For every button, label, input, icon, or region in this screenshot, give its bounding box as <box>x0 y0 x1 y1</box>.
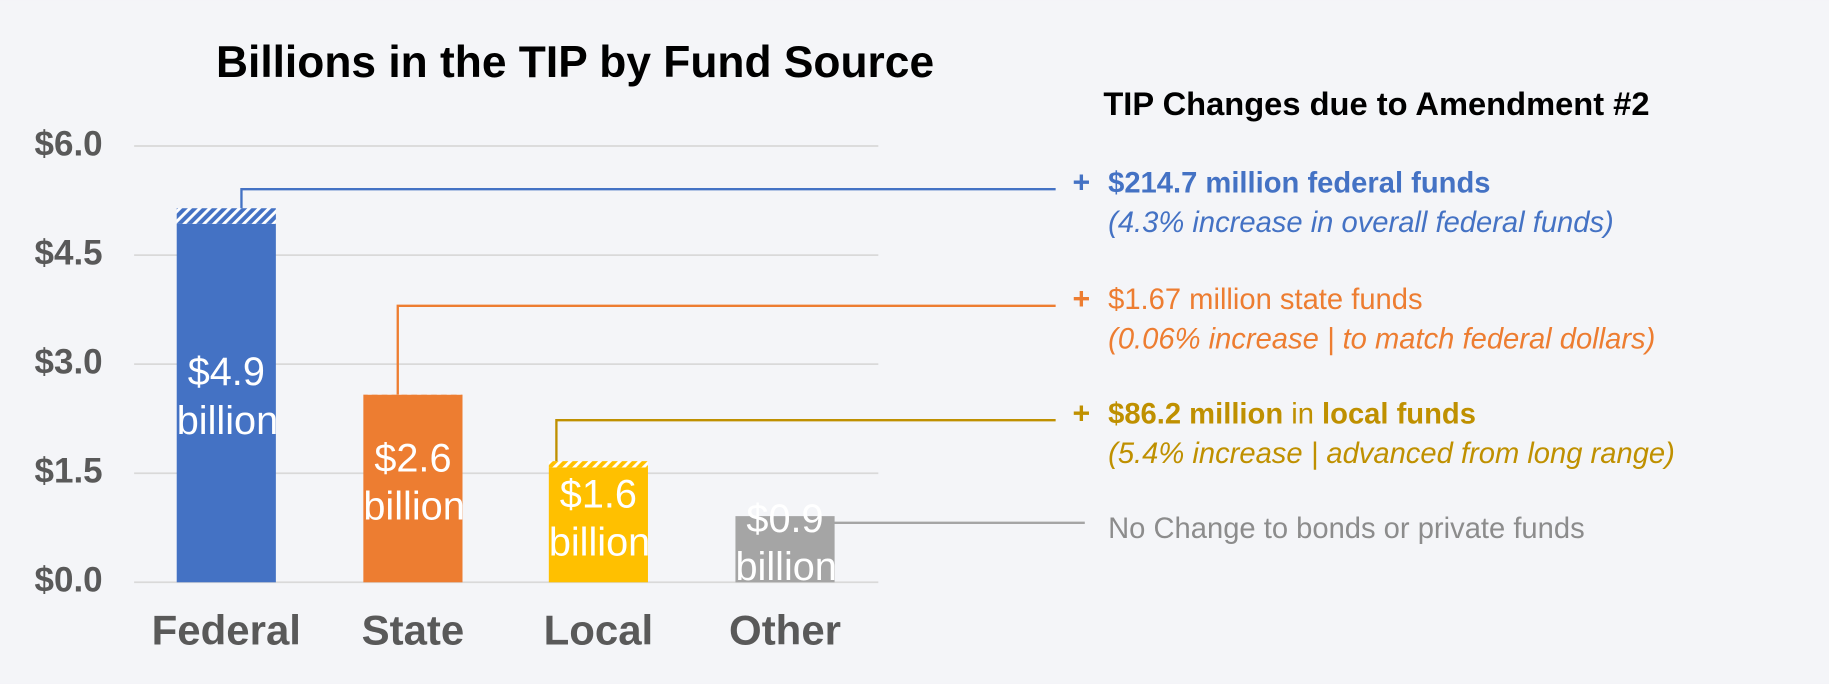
connector <box>396 304 1056 395</box>
value-label-box: $1.6 billion <box>548 472 651 566</box>
connector <box>240 188 1056 209</box>
bar-increase <box>548 461 648 468</box>
x-tick-label: Federal <box>152 607 301 654</box>
annotation-part: local funds <box>1322 398 1476 430</box>
annotation-marker: + <box>1072 283 1090 316</box>
annotation-part: $1.67 million state funds <box>1108 284 1422 316</box>
bar <box>363 394 463 583</box>
annotation-part: $86.2 million <box>1108 398 1283 430</box>
y-tick-label: $3.0 <box>35 342 103 381</box>
annotation-text: No Change to bonds or private funds <box>1108 513 1585 545</box>
chart-title: Billions in the TIP by Fund Source <box>216 38 934 87</box>
value-label-box: $4.9 billion <box>176 350 279 444</box>
y-tick-label: $4.5 <box>35 233 103 272</box>
x-tick-label: Local <box>544 607 654 654</box>
bar-increase <box>176 208 276 224</box>
value-label: $1.6 billion <box>548 472 651 566</box>
value-label: $0.9 billion <box>735 496 837 590</box>
annotation-part: No Change to bonds or private funds <box>1108 513 1585 545</box>
bar <box>548 467 648 583</box>
annotation-note: (5.4% increase | advanced from long rang… <box>1108 438 1675 470</box>
annotation-marker: + <box>1072 398 1090 431</box>
y-tick-label: $6.0 <box>35 124 103 163</box>
annotation-title: TIP Changes due to Amendment #2 <box>1103 85 1649 122</box>
connector <box>555 418 1056 462</box>
annotation-marker: + <box>1072 167 1090 200</box>
value-label: $2.6 billion <box>363 435 465 529</box>
annotation-note: (4.3% increase in overall federal funds) <box>1108 207 1614 239</box>
y-tick-label: $1.5 <box>35 451 103 490</box>
bar <box>735 516 835 583</box>
value-label-box: $2.6 billion <box>363 435 465 529</box>
bar <box>176 223 276 583</box>
x-tick-label: Other <box>729 607 841 654</box>
value-label-box: $0.9 billion <box>735 496 837 590</box>
value-label: $4.9 billion <box>176 350 279 444</box>
annotation-text: $86.2 million in local funds <box>1108 398 1476 430</box>
annotation-part: in <box>1283 398 1322 430</box>
annotation-text: $214.7 million federal funds <box>1108 167 1490 199</box>
y-tick-label: $0.0 <box>35 561 103 600</box>
annotation-note: (0.06% increase | to match federal dolla… <box>1108 324 1655 356</box>
x-tick-label: State <box>362 607 465 654</box>
annotation-text: $1.67 million state funds <box>1108 284 1422 316</box>
annotation-part: $214.7 million federal funds <box>1108 167 1490 199</box>
